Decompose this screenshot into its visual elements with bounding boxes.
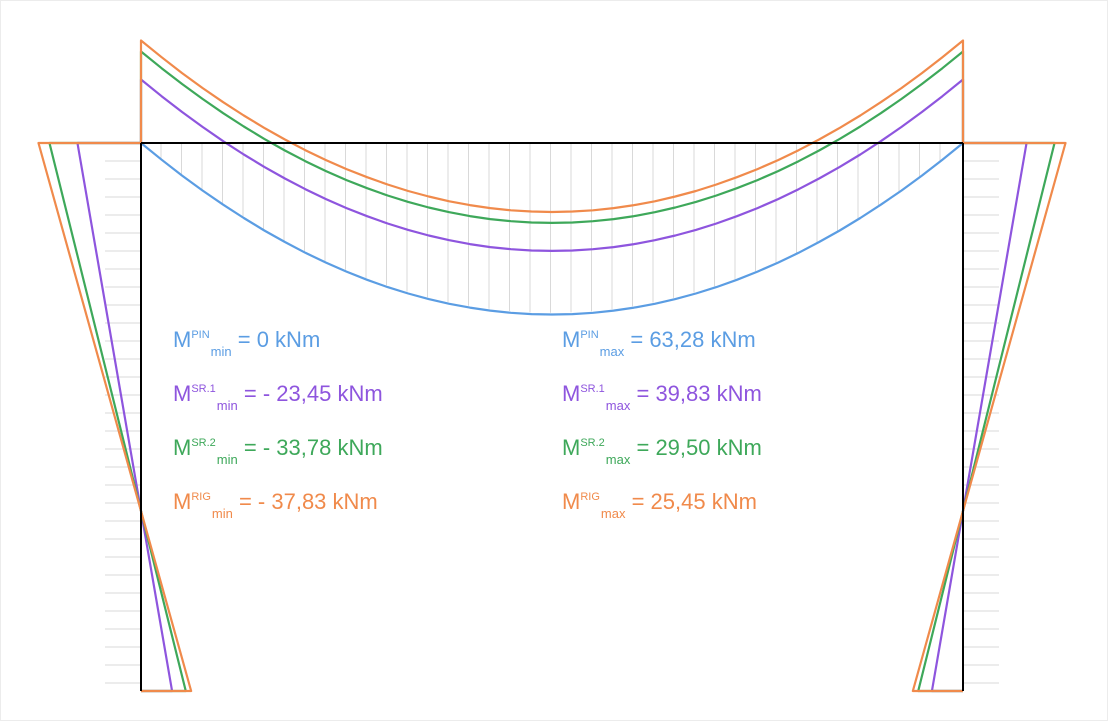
portal-frame [140,142,964,691]
beam-moment-pin [140,142,964,316]
left-column-moment-sr2 [48,141,187,693]
label-pin-max: MPINmax = 63,28 kNm [562,327,756,359]
hatching-group [105,143,999,684]
right-column-moment-sr2 [917,141,1056,693]
label-rig-max: MRIGmax = 25,45 kNm [562,489,757,521]
beam-moment-sr1 [139,78,965,252]
right-column-moment-sr1 [930,141,1028,693]
label-sr1-max: MSR.1max = 39,83 kNm [562,381,762,413]
label-pin-min: MPINmin = 0 kNm [173,327,321,359]
label-rig-min: MRIGmin = - 37,83 kNm [173,489,378,521]
right-column-moment-rig [911,141,1067,693]
label-sr1-min: MSR.1min = - 23,45 kNm [173,381,383,413]
label-sr2-min: MSR.2min = - 33,78 kNm [173,435,383,467]
left-column-moment-rig [37,141,193,693]
moment-curves-group [37,39,1067,693]
left-column-moment-sr1 [76,141,174,693]
label-sr2-max: MSR.2max = 29,50 kNm [562,435,762,467]
beam-moment-rig [139,39,965,214]
beam-moment-sr2 [139,50,965,224]
